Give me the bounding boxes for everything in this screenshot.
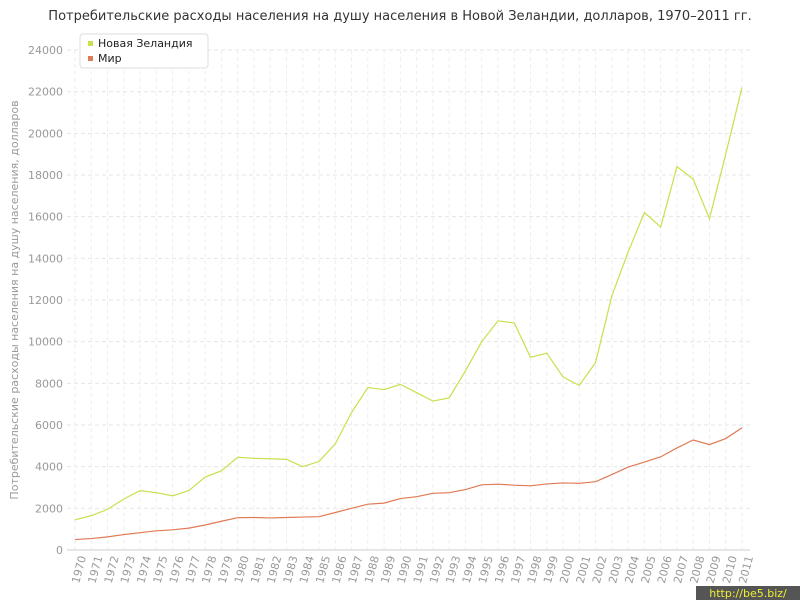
series-line xyxy=(74,427,743,541)
y-tick-label: 18000 xyxy=(28,169,63,182)
y-tick-label: 10000 xyxy=(28,336,63,349)
series-line xyxy=(74,87,743,521)
y-tick-label: 16000 xyxy=(28,211,63,224)
watermark-bg xyxy=(696,586,800,600)
y-axis-label: Потребительские расходы населения на душ… xyxy=(8,100,21,499)
chart-title: Потребительские расходы населения на душ… xyxy=(48,9,751,24)
legend-swatch xyxy=(88,56,93,61)
plot-area xyxy=(67,50,750,550)
y-tick-label: 20000 xyxy=(28,127,63,140)
y-tick-label: 14000 xyxy=(28,252,63,265)
legend-label: Мир xyxy=(98,52,122,65)
y-tick-label: 4000 xyxy=(35,461,63,474)
y-tick-label: 24000 xyxy=(28,44,63,57)
y-tick-label: 0 xyxy=(56,544,63,557)
watermark: http://be5.biz/ xyxy=(709,587,787,600)
y-tick-label: 22000 xyxy=(28,86,63,99)
y-tick-label: 6000 xyxy=(35,419,63,432)
legend-label: Новая Зеландия xyxy=(98,37,193,50)
y-tick-label: 12000 xyxy=(28,294,63,307)
legend-swatch xyxy=(88,41,93,46)
legend-box xyxy=(79,33,209,69)
y-tick-label: 2000 xyxy=(35,502,63,515)
y-tick-label: 8000 xyxy=(35,377,63,390)
